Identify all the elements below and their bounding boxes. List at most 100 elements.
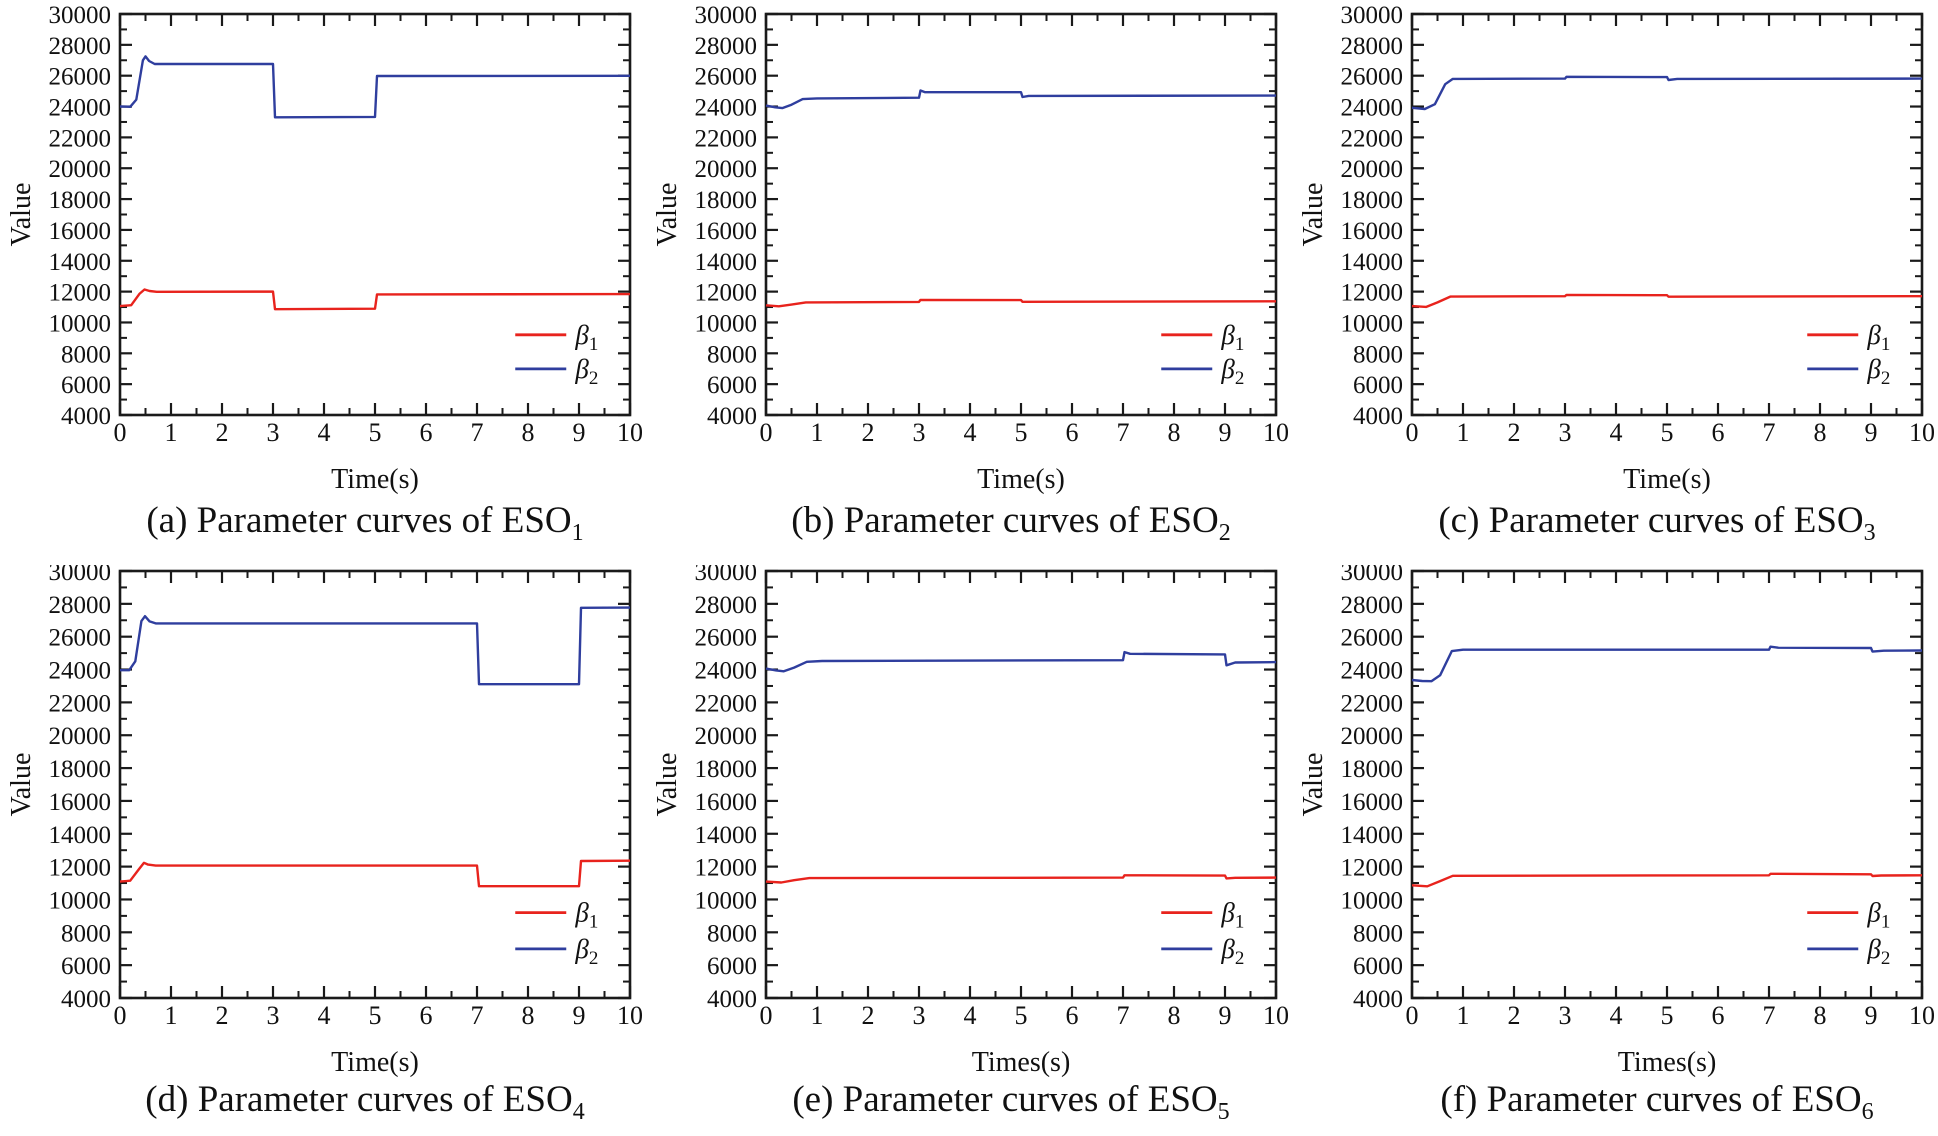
curve-beta2 (1411, 645, 1923, 683)
y-tick-label: 18000 (49, 756, 112, 783)
plot-frame (118, 569, 632, 1000)
x-axis-label: Time(s) (331, 1047, 419, 1078)
y-tick-label: 20000 (695, 723, 758, 750)
x-tick-label: 8 (1168, 418, 1181, 447)
x-tick-label: 4 (318, 418, 331, 447)
legend-label-beta1: β1 (1220, 320, 1244, 355)
x-tick-label: 6 (420, 1001, 433, 1030)
x-tick-label: 3 (1559, 418, 1572, 447)
y-tick-label: 28000 (1341, 33, 1404, 60)
x-tick-label: 10 (1909, 1001, 1935, 1030)
curve-beta1 (119, 859, 631, 888)
y-tick-label: 20000 (49, 723, 112, 750)
y-tick-label: 30000 (695, 2, 758, 29)
x-axis-label: Times(s) (1618, 1047, 1717, 1078)
x-tick-label: 10 (617, 418, 643, 447)
x-tick-label: 1 (811, 1001, 824, 1030)
legend-label-beta1: β1 (574, 898, 598, 933)
y-tick-label: 10000 (49, 887, 112, 914)
y-tick-label: 20000 (1341, 723, 1404, 750)
y-tick-label: 18000 (1341, 187, 1404, 214)
y-tick-label: 18000 (695, 187, 758, 214)
y-tick-label: 28000 (1341, 592, 1404, 619)
x-tick-label: 0 (760, 1001, 773, 1030)
plot-frame (1410, 12, 1924, 417)
legend-label-beta2: β2 (574, 354, 598, 389)
y-tick-label: 28000 (49, 592, 112, 619)
y-tick-label: 24000 (695, 95, 758, 122)
y-tick-label: 16000 (49, 789, 112, 816)
y-tick-label: 10000 (1341, 887, 1404, 914)
y-tick-label: 4000 (61, 986, 111, 1013)
y-tick-label: 22000 (695, 690, 758, 717)
legend-label-beta2: β2 (1866, 354, 1890, 389)
y-tick-label: 26000 (1341, 64, 1404, 91)
y-tick-label: 24000 (49, 95, 112, 122)
y-tick-label: 26000 (695, 625, 758, 652)
x-tick-label: 3 (267, 1001, 280, 1030)
chart-cell-d: 0 1 2 3 4 5 6 7 8 9 10 4000 6000 8000 10000 12000 14000 1… (0, 559, 646, 1136)
y-tick-label: 26000 (49, 64, 112, 91)
legend-label-beta2: β2 (1866, 934, 1890, 969)
legend-label-beta1: β1 (1866, 898, 1890, 933)
caption: (c) Parameter curves of ESO3 (1438, 500, 1875, 546)
x-tick-label: 10 (1909, 418, 1935, 447)
curve-beta2 (765, 89, 1277, 110)
y-axis-label: Value (1298, 753, 1329, 817)
y-tick-label: 24000 (1341, 95, 1404, 122)
y-tick-label: 4000 (1353, 403, 1403, 430)
x-tick-label: 7 (1117, 1001, 1130, 1030)
y-tick-label: 30000 (1341, 2, 1404, 29)
y-tick-label: 24000 (695, 658, 758, 685)
y-tick-label: 26000 (1341, 625, 1404, 652)
x-tick-label: 4 (1610, 1001, 1623, 1030)
caption: (f) Parameter curves of ESO6 (1440, 1079, 1873, 1125)
chart-f: 0 1 2 3 4 5 6 7 8 9 10 4000 6000 8000 10000 12000 14000 1… (1298, 559, 1935, 1125)
x-tick-label: 9 (1219, 418, 1232, 447)
y-tick-label: 6000 (707, 372, 757, 399)
y-axis-label: Value (652, 753, 683, 817)
x-tick-label: 3 (1559, 1001, 1572, 1030)
x-tick-label: 0 (114, 1001, 127, 1030)
y-tick-label: 8000 (61, 341, 111, 368)
x-tick-label: 9 (1219, 1001, 1232, 1030)
x-tick-label: 2 (862, 418, 875, 447)
y-tick-label: 24000 (1341, 658, 1404, 685)
caption: (e) Parameter curves of ESO5 (792, 1079, 1229, 1125)
plot-frame (764, 569, 1278, 1000)
y-tick-label: 6000 (61, 953, 111, 980)
y-tick-label: 12000 (49, 280, 112, 307)
x-tick-label: 1 (165, 1001, 178, 1030)
x-tick-label: 3 (913, 418, 926, 447)
x-axis-label: Time(s) (331, 464, 419, 495)
chart-d: 0 1 2 3 4 5 6 7 8 9 10 4000 6000 8000 10000 12000 14000 1… (6, 559, 643, 1125)
x-tick-label: 5 (369, 418, 382, 447)
chart-c: 0 1 2 3 4 5 6 7 8 9 10 4000 6000 8000 10000 12000 14000 1… (1298, 2, 1935, 546)
y-tick-label: 6000 (61, 372, 111, 399)
y-tick-label: 20000 (695, 156, 758, 183)
y-tick-label: 24000 (49, 658, 112, 685)
curve-beta2 (119, 55, 631, 119)
y-tick-label: 10000 (49, 310, 112, 337)
y-tick-label: 14000 (1341, 822, 1404, 849)
plot-frame (764, 12, 1278, 417)
y-tick-label: 22000 (1341, 125, 1404, 152)
x-tick-label: 5 (369, 1001, 382, 1030)
x-tick-label: 9 (573, 418, 586, 447)
y-tick-label: 4000 (707, 403, 757, 430)
x-tick-label: 10 (1263, 1001, 1289, 1030)
x-tick-label: 4 (1610, 418, 1623, 447)
y-tick-label: 14000 (1341, 249, 1404, 276)
chart-cell-c: 0 1 2 3 4 5 6 7 8 9 10 4000 6000 8000 10000 12000 14000 1… (1292, 0, 1938, 570)
x-tick-label: 3 (267, 418, 280, 447)
x-tick-label: 7 (1763, 1001, 1776, 1030)
x-tick-label: 7 (1763, 418, 1776, 447)
x-tick-label: 2 (216, 1001, 229, 1030)
curve-beta1 (765, 298, 1277, 308)
y-tick-label: 16000 (695, 218, 758, 245)
caption: (d) Parameter curves of ESO4 (145, 1079, 584, 1125)
y-tick-label: 14000 (695, 249, 758, 276)
y-tick-label: 22000 (49, 690, 112, 717)
chart-a: 0 1 2 3 4 5 6 7 8 9 10 4000 6000 8000 10000 12000 14000 1… (6, 2, 643, 546)
